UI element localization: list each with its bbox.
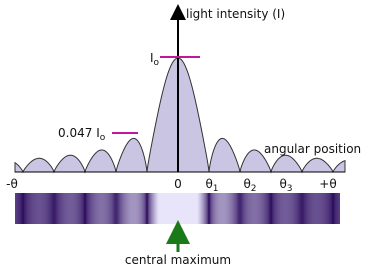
subscript: 2	[251, 184, 257, 194]
symbol: 0	[174, 177, 182, 191]
value: 0.047	[58, 126, 92, 140]
tick-label: θ3	[279, 177, 292, 194]
tick-label: θ1	[205, 177, 218, 194]
subscript: o	[100, 133, 106, 143]
tick-label: 0	[174, 177, 182, 191]
caption: central maximum	[125, 253, 231, 267]
tick-label: -θ	[6, 177, 18, 191]
symbol: θ	[205, 177, 212, 191]
symbol: -θ	[6, 177, 18, 191]
tick-label: +θ	[319, 177, 336, 191]
side-peak-label: 0.047 Io	[58, 126, 106, 143]
x-axis-label: angular position	[264, 142, 361, 156]
tick-label: θ2	[243, 177, 256, 194]
y-axis-label: light intensity (I)	[186, 7, 285, 21]
symbol: +θ	[319, 177, 336, 191]
symbol: θ	[279, 177, 286, 191]
tick-labels: -θ 0 θ1 θ2 θ3 +θ	[6, 177, 337, 194]
symbol: I	[150, 51, 154, 65]
subscript: o	[154, 58, 160, 68]
symbol: θ	[243, 177, 250, 191]
intensity-curve	[14, 57, 346, 174]
subscript: 1	[213, 184, 219, 194]
subscript: 3	[287, 184, 293, 194]
central-peak-label: Io	[150, 51, 160, 68]
symbol: I	[96, 126, 100, 140]
fringe-pattern	[15, 193, 340, 224]
